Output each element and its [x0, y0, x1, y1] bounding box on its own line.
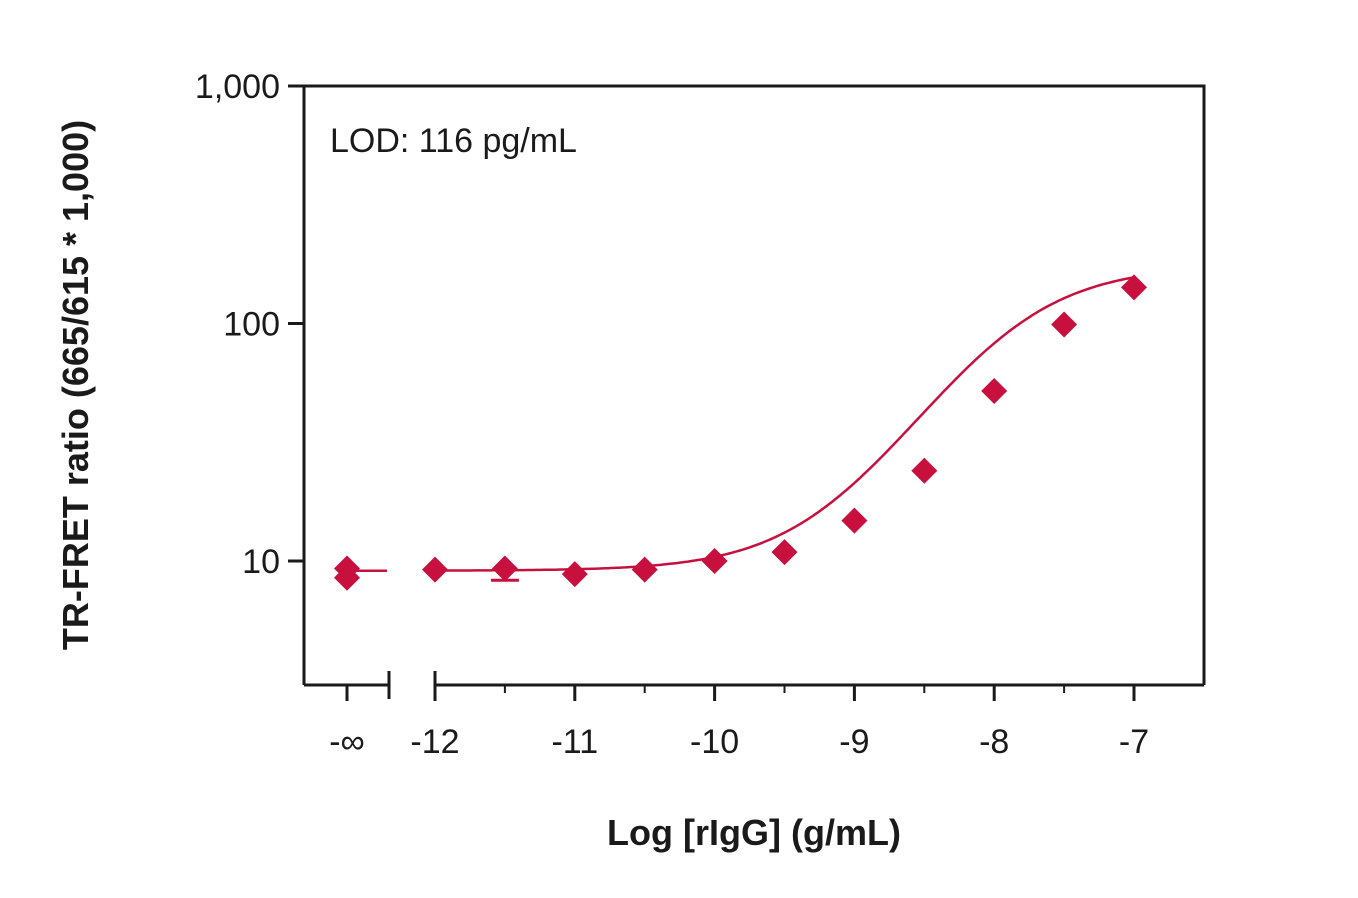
fit-curve-group — [347, 276, 1135, 572]
data-point — [631, 556, 658, 583]
data-point — [334, 564, 360, 591]
x-axis: -∞ -12 -11 -10 -9 -8 -7 — [304, 671, 1204, 761]
data-point — [491, 555, 518, 582]
y-tick-label: 1,000 — [195, 68, 280, 106]
y-tick-label: 10 — [242, 543, 280, 581]
data-point — [1051, 311, 1078, 338]
x-tick-label: -9 — [839, 723, 869, 761]
plot-border — [302, 84, 1206, 685]
x-tick-label: -8 — [979, 723, 1009, 761]
data-point — [981, 377, 1008, 404]
data-point — [911, 457, 938, 484]
data-point — [422, 556, 448, 583]
data-point — [561, 561, 588, 588]
x-tick-label: -∞ — [329, 723, 365, 761]
lod-annotation: LOD: 116 pg/mL — [330, 122, 577, 160]
data-points — [334, 274, 1147, 591]
x-tick-label: -10 — [690, 723, 739, 761]
data-point — [771, 539, 798, 566]
plot-frame — [302, 84, 1206, 685]
y-tick-label: 100 — [223, 306, 280, 344]
fit-curve — [435, 276, 1135, 572]
x-tick-label: -12 — [410, 723, 459, 761]
y-axis-title: TR-FRET ratio (665/615 * 1,000) — [55, 120, 96, 650]
data-point — [701, 548, 728, 574]
x-tick-label: -11 — [551, 723, 598, 761]
y-axis: 10 100 1,000 — [195, 68, 304, 581]
data-point — [841, 507, 868, 534]
x-tick-label: -7 — [1119, 723, 1149, 761]
x-axis-title: Log [rIgG] (g/mL) — [607, 812, 901, 853]
data-point — [1121, 274, 1147, 301]
